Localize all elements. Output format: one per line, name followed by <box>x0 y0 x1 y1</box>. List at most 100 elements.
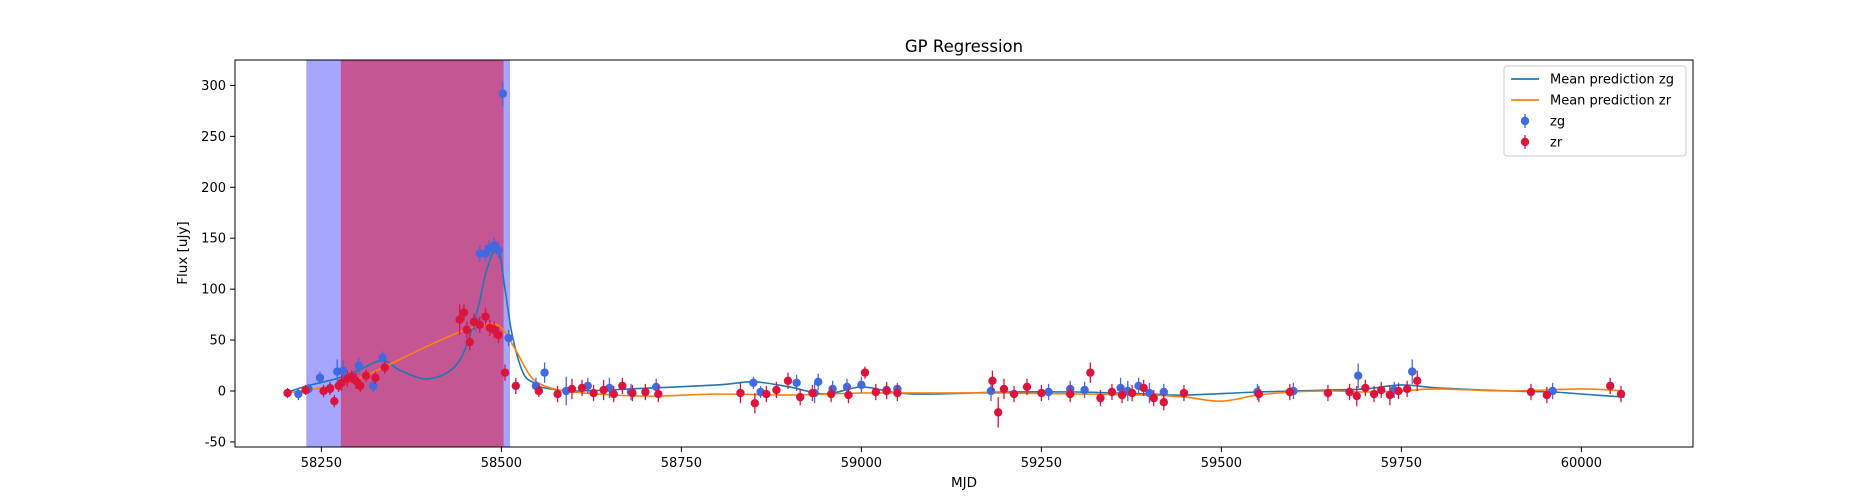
data-point-zr <box>1149 393 1158 403</box>
data-point-zr <box>1096 393 1105 403</box>
x-axis-ticks: 58250 58500 58750 59000 59250 59500 59750 60000 <box>301 447 1602 471</box>
x-tick-label: 59500 <box>1201 456 1242 471</box>
data-point-zr <box>330 396 339 406</box>
plot-frame <box>234 59 1694 448</box>
data-point-zg <box>494 246 503 255</box>
x-tick-label: 59750 <box>1381 456 1422 471</box>
data-point-zr <box>325 384 335 394</box>
data-point-zg <box>1080 385 1089 395</box>
y-tick-label: 150 <box>201 232 226 247</box>
data-point-zr <box>1009 389 1019 399</box>
data-point-zg <box>1354 371 1363 380</box>
legend-label: zg <box>1550 115 1565 130</box>
data-point-zr <box>1285 387 1295 397</box>
data-point-zr <box>1066 389 1075 399</box>
data-point-zr <box>567 384 577 394</box>
data-point-zr <box>618 381 627 391</box>
data-point-zr <box>1402 384 1412 394</box>
x-tick-label: 58250 <box>301 456 342 471</box>
x-axis-label: MJD <box>951 475 977 491</box>
data-point-zg <box>498 89 508 98</box>
data-point-zr <box>772 385 781 395</box>
data-point-zr <box>371 373 380 382</box>
data-point-zr <box>783 376 793 386</box>
data-point-zr <box>750 399 760 408</box>
data-point-zg <box>842 382 852 392</box>
data-point-zr <box>380 363 389 372</box>
data-point-zr <box>356 381 365 391</box>
data-point-zr <box>511 381 520 391</box>
data-point-zr <box>1254 389 1264 399</box>
data-points <box>283 81 1626 428</box>
data-point-zr <box>589 388 598 398</box>
data-point-zr <box>994 408 1003 417</box>
data-point-zr <box>577 383 587 393</box>
x-tick-label: 58750 <box>661 456 702 471</box>
data-point-zr <box>319 386 328 396</box>
x-tick-label: 58500 <box>481 456 522 471</box>
data-point-zr <box>808 388 817 398</box>
data-point-zg <box>1408 367 1417 376</box>
data-point-zr <box>1616 389 1626 399</box>
legend: Mean prediction zg Mean prediction zr zg zr <box>1503 65 1687 157</box>
data-point-zr <box>500 368 510 377</box>
data-point-zr <box>1361 383 1370 393</box>
data-point-zg <box>792 378 801 388</box>
data-point-zr <box>826 389 836 399</box>
y-tick-label: 50 <box>209 334 226 349</box>
data-point-zr <box>1127 388 1137 398</box>
data-point-zr <box>641 387 650 397</box>
data-point-zr <box>475 320 484 329</box>
y-tick-label: 200 <box>201 181 226 196</box>
data-point-zg <box>475 249 484 258</box>
data-point-zg <box>1159 387 1169 397</box>
x-tick-label: 59000 <box>841 456 882 471</box>
data-point-zr <box>459 308 469 317</box>
data-point-zr <box>1413 376 1422 386</box>
data-point-zr <box>844 390 853 400</box>
data-point-zg <box>354 361 364 370</box>
data-point-zr <box>1107 387 1117 397</box>
legend-swatch-marker <box>1520 116 1530 126</box>
data-point-zr <box>860 368 870 377</box>
data-point-zr <box>361 371 371 380</box>
y-tick-label: -50 <box>205 435 226 450</box>
data-point-zg <box>652 382 661 392</box>
data-point-zg <box>294 389 303 399</box>
data-point-zr <box>1385 390 1395 400</box>
data-point-zr <box>301 385 310 395</box>
data-point-zr <box>882 386 891 396</box>
data-point-zr <box>1369 389 1379 399</box>
legend-label: Mean prediction zg <box>1550 73 1674 88</box>
data-point-zr <box>1037 388 1046 398</box>
legend-frame <box>1503 65 1687 157</box>
data-point-zr <box>283 388 292 398</box>
data-point-zr <box>1394 386 1403 396</box>
y-axis-label: Flux [uJy] <box>175 221 191 284</box>
y-tick-label: 250 <box>201 130 226 145</box>
x-tick-label: 60000 <box>1561 456 1602 471</box>
data-point-zg <box>540 368 549 377</box>
data-point-zg <box>315 373 325 382</box>
data-point-zr <box>553 389 562 399</box>
data-point-zg <box>1044 387 1053 397</box>
y-tick-label: 100 <box>201 283 226 298</box>
data-point-zr <box>654 389 663 399</box>
x-tick-label: 59250 <box>1021 456 1062 471</box>
y-tick-label: 0 <box>218 384 226 399</box>
data-point-zg <box>986 386 996 396</box>
data-point-zg <box>857 380 866 390</box>
data-point-zr <box>762 389 771 399</box>
data-point-zr <box>796 392 805 402</box>
data-point-zr <box>1117 390 1127 400</box>
series-points-zr <box>283 304 1626 428</box>
data-point-zg <box>338 366 348 375</box>
data-point-zr <box>599 385 608 395</box>
series-points-zg <box>294 81 1557 406</box>
data-point-zr <box>609 389 618 399</box>
data-point-zg <box>378 353 387 362</box>
series-line-mean-prediction-zg <box>285 247 1625 398</box>
data-point-zr <box>455 315 464 324</box>
data-point-zr <box>1606 381 1615 391</box>
